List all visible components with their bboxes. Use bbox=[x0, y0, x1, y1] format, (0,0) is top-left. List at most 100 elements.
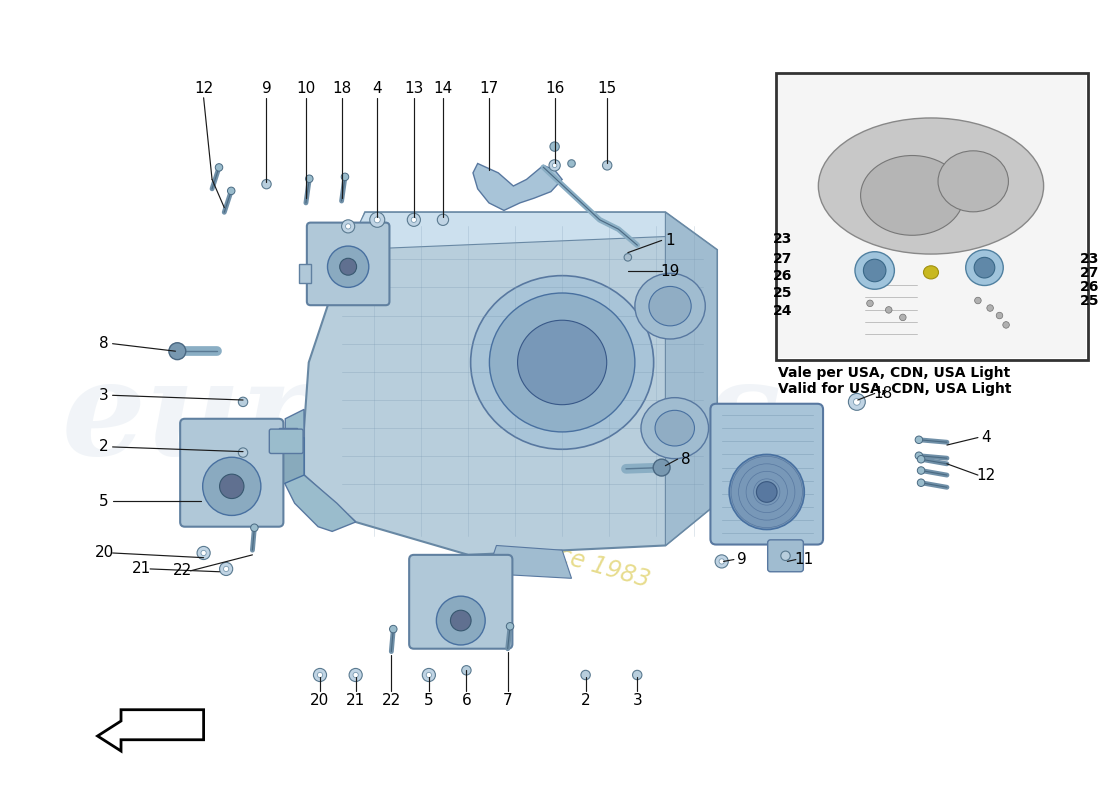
Text: 26: 26 bbox=[772, 269, 792, 283]
Ellipse shape bbox=[649, 286, 691, 326]
Text: 19: 19 bbox=[660, 264, 680, 279]
Ellipse shape bbox=[437, 596, 485, 645]
Text: 4: 4 bbox=[981, 430, 991, 445]
Circle shape bbox=[917, 479, 925, 486]
Text: 17: 17 bbox=[480, 81, 498, 96]
Text: 15: 15 bbox=[597, 81, 617, 96]
Text: 27: 27 bbox=[772, 252, 792, 266]
Text: a passion for parts since 1983: a passion for parts since 1983 bbox=[302, 470, 652, 592]
Text: 18: 18 bbox=[873, 386, 893, 401]
Circle shape bbox=[552, 163, 557, 168]
Polygon shape bbox=[346, 212, 684, 250]
Circle shape bbox=[262, 179, 272, 189]
Circle shape bbox=[624, 254, 631, 261]
Ellipse shape bbox=[635, 274, 705, 339]
Circle shape bbox=[867, 300, 873, 306]
Text: 25: 25 bbox=[1080, 294, 1100, 309]
Ellipse shape bbox=[757, 482, 777, 502]
Circle shape bbox=[318, 672, 322, 678]
Circle shape bbox=[550, 142, 559, 151]
Text: 1: 1 bbox=[666, 233, 675, 248]
Text: 5: 5 bbox=[425, 693, 433, 708]
Text: 23: 23 bbox=[772, 231, 792, 246]
Ellipse shape bbox=[818, 118, 1044, 254]
Circle shape bbox=[549, 160, 560, 171]
Circle shape bbox=[228, 187, 235, 194]
FancyBboxPatch shape bbox=[711, 404, 823, 545]
Circle shape bbox=[223, 566, 229, 571]
Text: 5: 5 bbox=[99, 494, 109, 509]
Polygon shape bbox=[299, 264, 310, 282]
Ellipse shape bbox=[924, 266, 938, 279]
Text: 20: 20 bbox=[95, 546, 113, 561]
Polygon shape bbox=[272, 438, 304, 489]
Text: 18: 18 bbox=[332, 81, 351, 96]
Circle shape bbox=[781, 551, 790, 561]
Circle shape bbox=[407, 214, 420, 226]
Circle shape bbox=[220, 562, 233, 575]
Text: 22: 22 bbox=[382, 693, 402, 708]
Circle shape bbox=[997, 312, 1003, 319]
Text: 8: 8 bbox=[681, 452, 691, 466]
Circle shape bbox=[715, 555, 728, 568]
Circle shape bbox=[389, 626, 397, 633]
Circle shape bbox=[568, 160, 575, 167]
Circle shape bbox=[201, 550, 206, 556]
Circle shape bbox=[581, 670, 591, 680]
Circle shape bbox=[197, 546, 210, 559]
Ellipse shape bbox=[202, 458, 261, 515]
Circle shape bbox=[987, 305, 993, 311]
Circle shape bbox=[239, 448, 248, 458]
Circle shape bbox=[462, 666, 471, 675]
Text: 7: 7 bbox=[503, 693, 513, 708]
Polygon shape bbox=[278, 428, 297, 447]
Text: 27: 27 bbox=[1080, 266, 1100, 280]
Text: 3: 3 bbox=[99, 388, 109, 403]
Polygon shape bbox=[98, 710, 204, 751]
Circle shape bbox=[422, 669, 436, 682]
FancyBboxPatch shape bbox=[768, 540, 803, 572]
Text: 6: 6 bbox=[462, 693, 471, 708]
Text: 12: 12 bbox=[194, 81, 213, 96]
Circle shape bbox=[314, 669, 327, 682]
Circle shape bbox=[251, 524, 258, 531]
Circle shape bbox=[915, 436, 923, 443]
Polygon shape bbox=[473, 163, 562, 210]
Text: 16: 16 bbox=[544, 81, 564, 96]
Text: 22: 22 bbox=[173, 563, 191, 578]
Text: 11: 11 bbox=[794, 552, 814, 567]
Text: 2: 2 bbox=[99, 439, 109, 454]
Circle shape bbox=[900, 314, 906, 321]
Text: 9: 9 bbox=[737, 552, 747, 567]
Circle shape bbox=[719, 559, 724, 564]
Text: Vale per USA, CDN, USA Light: Vale per USA, CDN, USA Light bbox=[778, 366, 1010, 379]
Text: 21: 21 bbox=[132, 562, 152, 577]
FancyBboxPatch shape bbox=[307, 222, 389, 306]
Ellipse shape bbox=[938, 151, 1009, 212]
Ellipse shape bbox=[220, 474, 244, 498]
FancyBboxPatch shape bbox=[409, 555, 513, 649]
Text: 8: 8 bbox=[99, 336, 109, 351]
Ellipse shape bbox=[340, 258, 356, 275]
Circle shape bbox=[353, 672, 359, 678]
Circle shape bbox=[632, 670, 642, 680]
Ellipse shape bbox=[641, 398, 708, 458]
Text: 21: 21 bbox=[346, 693, 365, 708]
Circle shape bbox=[411, 217, 417, 222]
Text: 2: 2 bbox=[581, 693, 591, 708]
Text: 25: 25 bbox=[772, 286, 792, 300]
Ellipse shape bbox=[451, 610, 471, 631]
Circle shape bbox=[506, 622, 514, 630]
Text: 9: 9 bbox=[262, 81, 272, 96]
Circle shape bbox=[345, 224, 351, 229]
Text: 3: 3 bbox=[632, 693, 642, 708]
Ellipse shape bbox=[518, 320, 607, 405]
Ellipse shape bbox=[328, 246, 369, 287]
Circle shape bbox=[975, 258, 994, 278]
Ellipse shape bbox=[656, 410, 694, 446]
FancyBboxPatch shape bbox=[180, 418, 284, 526]
Circle shape bbox=[438, 214, 449, 226]
Circle shape bbox=[169, 342, 186, 360]
Text: 10: 10 bbox=[296, 81, 316, 96]
Ellipse shape bbox=[966, 250, 1003, 286]
